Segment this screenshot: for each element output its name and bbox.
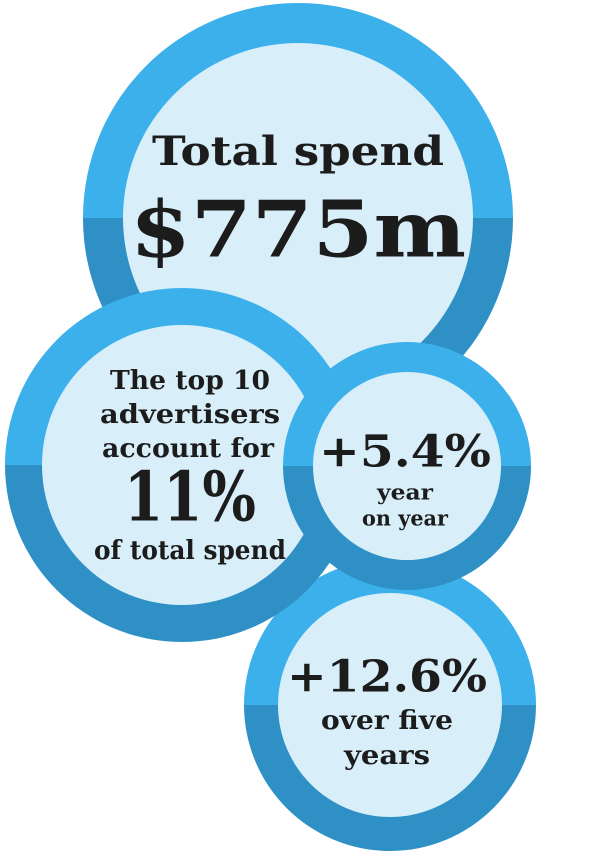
headline-value: +12.6%	[287, 652, 487, 703]
ring-inner	[278, 593, 502, 817]
circle-five-year: +12.6% over five years	[244, 559, 536, 851]
label: of total spend	[94, 536, 286, 566]
ring-inner	[42, 325, 322, 605]
ring-inner	[313, 372, 501, 560]
label: on year	[362, 506, 449, 531]
label: year	[376, 480, 434, 505]
circle-top-advertisers: The top 10 advertisers account for 11% o…	[5, 288, 359, 642]
headline-value: 11%	[124, 458, 256, 538]
label: The top 10	[110, 366, 270, 396]
label: years	[343, 741, 430, 771]
label: Total spend	[152, 128, 444, 175]
headline-value: +5.4%	[319, 427, 491, 478]
label: account for	[102, 434, 274, 464]
headline-value: $775m	[130, 185, 466, 276]
label: over five	[321, 706, 453, 736]
label: advertisers	[100, 400, 280, 430]
circle-year-on-year: +5.4% year on year	[283, 342, 531, 590]
